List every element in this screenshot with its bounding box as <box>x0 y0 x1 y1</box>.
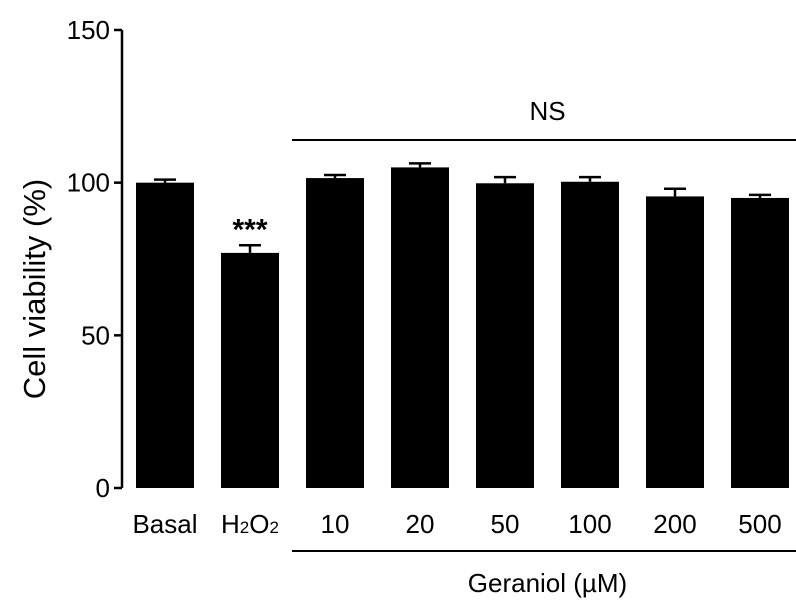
bar <box>646 196 704 488</box>
bar <box>391 167 449 488</box>
bar <box>136 182 194 488</box>
x-category-labels: Basal H2O2 10 20 50 100 200 500 <box>132 509 781 539</box>
bar <box>476 183 534 488</box>
x-category-label: 20 <box>406 509 435 539</box>
y-ticks: 0 50 100 150 <box>67 15 122 503</box>
bar <box>731 197 789 488</box>
ns-label: NS <box>529 96 565 126</box>
x-category-label: 100 <box>568 509 611 539</box>
x-category-label: Basal <box>132 509 197 539</box>
x-category-label: 10 <box>321 509 350 539</box>
bar <box>221 252 279 488</box>
y-tick-label: 150 <box>67 15 110 45</box>
annotations: *** NS Geraniol (µM) <box>232 96 796 598</box>
y-tick-label: 50 <box>81 320 110 350</box>
bar <box>306 178 364 488</box>
significance-marker: *** <box>232 213 267 246</box>
bar <box>561 181 619 488</box>
error-bars <box>154 162 771 253</box>
x-category-label: 500 <box>738 509 781 539</box>
bars <box>136 167 789 488</box>
x-category-label: 50 <box>491 509 520 539</box>
y-tick-label: 100 <box>67 168 110 198</box>
y-axis-title: Cell viability (%) <box>17 179 52 399</box>
y-tick-label: 0 <box>96 473 110 503</box>
group-label: Geraniol (µM) <box>468 568 627 598</box>
x-category-label: 200 <box>653 509 696 539</box>
x-category-label: H2O2 <box>221 509 279 539</box>
